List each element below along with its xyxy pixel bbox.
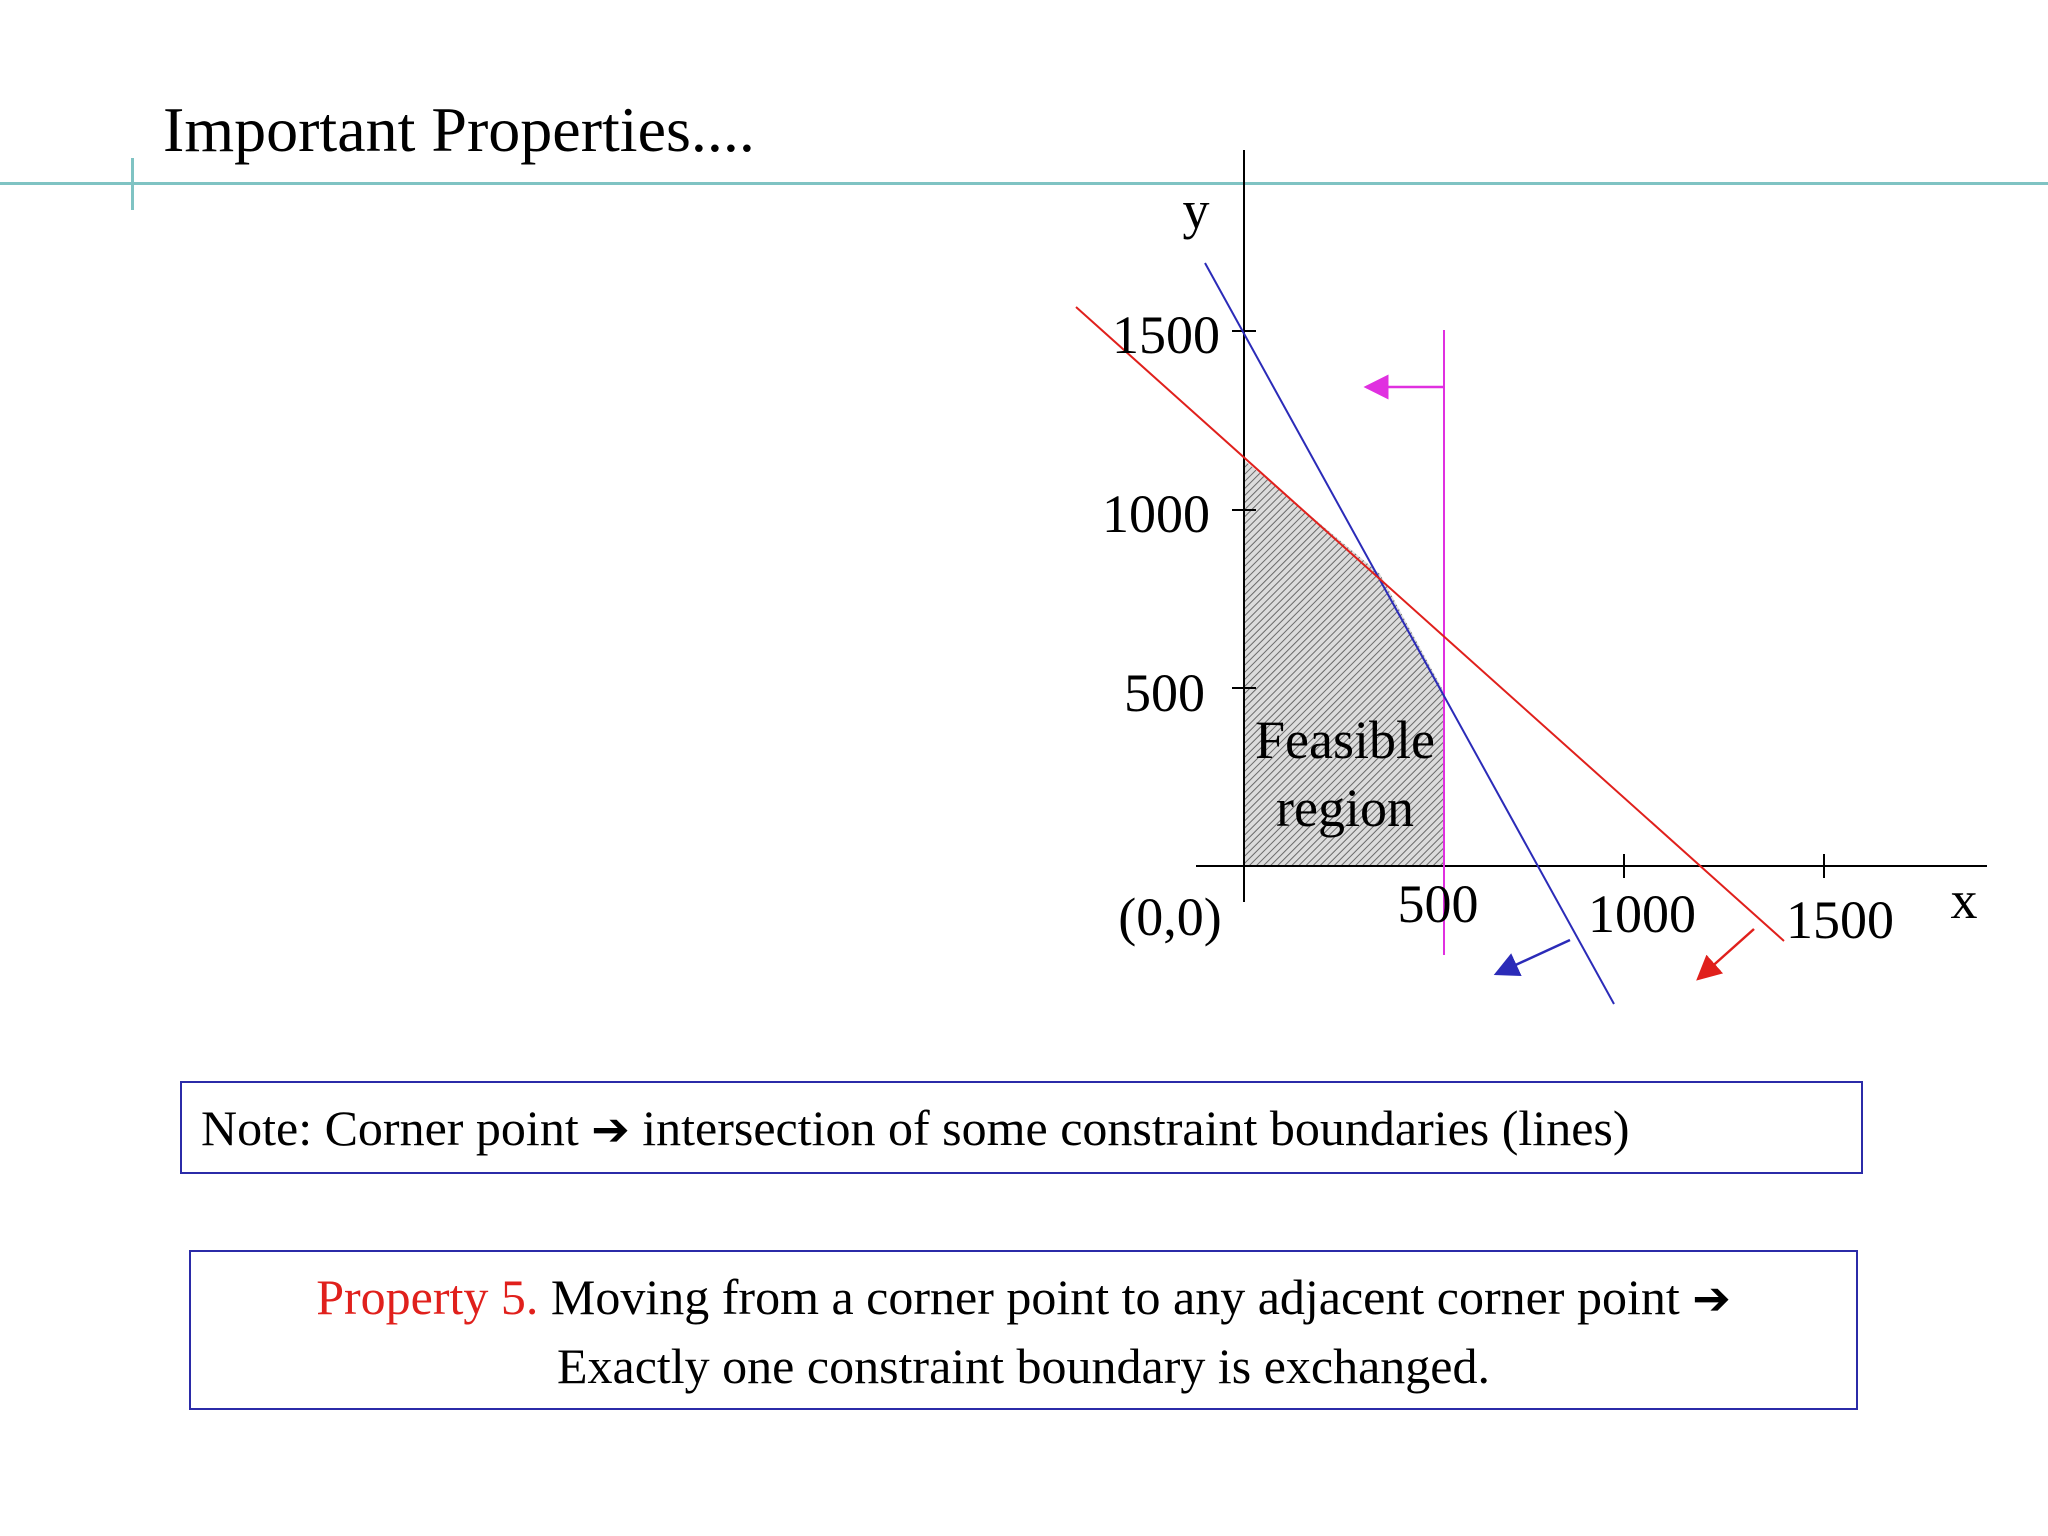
property-label: Property 5. bbox=[316, 1269, 539, 1325]
note-suffix: intersection of some constraint boundari… bbox=[642, 1100, 1630, 1156]
constraint-line-blue bbox=[1204, 262, 1615, 1005]
x-tick-label-500: 500 bbox=[1398, 874, 1479, 934]
note-box: Note: Corner point ➔ intersection of som… bbox=[180, 1081, 1863, 1174]
red-direction-arrow bbox=[1696, 928, 1755, 981]
y-tick-label-1000: 1000 bbox=[1102, 484, 1210, 544]
right-arrow-icon: ➔ bbox=[1692, 1271, 1731, 1325]
origin-label: (0,0) bbox=[1118, 887, 1221, 947]
property-text-1: Moving from a corner point to any adjace… bbox=[550, 1269, 1680, 1325]
property-line-2: Exactly one constraint boundary is excha… bbox=[556, 1338, 1491, 1394]
title-rule bbox=[0, 182, 2048, 185]
y-tick-label-1500: 1500 bbox=[1112, 305, 1220, 365]
feasible-region bbox=[1244, 460, 1444, 866]
x-axis-label: x bbox=[1951, 870, 1978, 930]
x-tick-label-1000: 1000 bbox=[1588, 884, 1696, 944]
property-box: Property 5. Moving from a corner point t… bbox=[189, 1250, 1858, 1410]
property-line-1: Property 5. Moving from a corner point t… bbox=[191, 1263, 1856, 1332]
note-prefix: Note: Corner point bbox=[201, 1100, 579, 1156]
constraint-line-red bbox=[1075, 306, 1785, 942]
region-label-line2: region bbox=[1276, 778, 1414, 838]
blue-direction-arrow bbox=[1493, 938, 1571, 976]
x-tick-label-1500: 1500 bbox=[1786, 890, 1894, 950]
slide-title: Important Properties.... bbox=[163, 94, 755, 165]
region-label-line1: Feasible bbox=[1255, 710, 1435, 770]
right-arrow-icon: ➔ bbox=[591, 1102, 630, 1156]
title-rule-tick bbox=[131, 158, 134, 210]
y-tick-label-500: 500 bbox=[1124, 663, 1205, 723]
y-axis-label: y bbox=[1183, 180, 1210, 240]
